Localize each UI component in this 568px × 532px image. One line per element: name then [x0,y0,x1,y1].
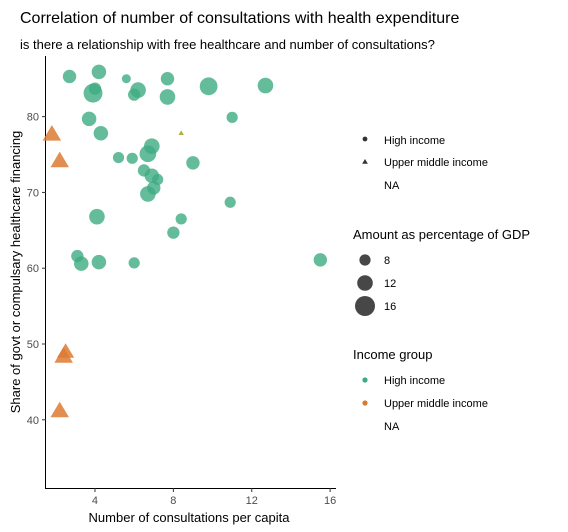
color-legend-key [362,400,368,406]
chart-subtitle: is there a relationship with free health… [20,37,435,52]
legend-key-circle [362,136,368,142]
data-point [128,88,141,101]
data-point [89,208,105,225]
data-points [42,64,328,418]
y-tick-label: 60 [27,263,39,275]
data-point [121,74,131,84]
y-ticks: 40 50 60 70 80 [27,112,46,427]
y-tick-label: 80 [27,112,39,124]
x-tick-label: 12 [246,495,258,507]
data-point [126,152,138,164]
y-tick-label: 50 [27,339,39,351]
data-point [81,111,97,127]
data-point [178,130,184,136]
data-point [91,254,107,270]
color-legend-label: NA [384,421,400,433]
x-tick-label: 8 [170,495,176,507]
data-point [54,347,73,363]
data-point [50,401,69,418]
legend-key-triangle [362,159,368,164]
data-point [140,186,156,202]
size-legend-key [359,254,371,266]
size-legend-label: 16 [384,301,396,313]
data-point [42,125,62,141]
size-legend-key [357,275,373,291]
shape-legend-label: High income [384,135,445,147]
data-point [175,213,187,225]
data-point [186,156,200,170]
data-point [167,226,180,239]
data-point [226,111,238,123]
data-point [199,77,218,96]
data-point [93,126,109,141]
y-tick-label: 70 [27,187,39,199]
color-legend: Income group High income Upper middle inc… [353,347,488,433]
data-point [313,253,328,267]
size-legend-key [355,296,375,316]
data-point [91,64,107,80]
data-point [139,145,157,163]
shape-legend-label: NA [384,180,400,192]
data-point [62,69,77,84]
y-tick-label: 40 [27,415,39,427]
shape-legend: High income Upper middle income NA [362,135,488,192]
color-legend-label: High income [384,375,445,387]
chart-title: Correlation of number of consultations w… [20,10,459,27]
data-point [112,151,125,164]
color-legend-key [362,377,368,383]
y-axis-title: Share of govt or compulsary healthcare f… [8,131,23,414]
data-point [160,72,175,86]
data-point [50,151,69,168]
data-point [159,89,176,105]
data-point [74,256,89,271]
x-axis-title: Number of consultations per capita [89,510,291,525]
color-legend-label: Upper middle income [384,398,488,410]
x-tick-label: 16 [324,495,336,507]
color-legend-title: Income group [353,347,433,362]
size-legend-label: 12 [384,278,396,290]
data-point [224,196,236,208]
x-ticks: 4 8 12 16 [92,488,336,507]
size-legend: Amount as percentage of GDP 8 12 16 [353,227,530,316]
shape-legend-label: Upper middle income [384,157,488,169]
data-point [257,77,274,94]
x-tick-label: 4 [92,495,98,507]
data-point [83,83,103,103]
size-legend-title: Amount as percentage of GDP [353,227,530,242]
size-legend-label: 8 [384,255,390,267]
data-point [128,257,140,269]
plot-area: 4 8 12 16 40 50 60 70 80 [27,56,336,507]
